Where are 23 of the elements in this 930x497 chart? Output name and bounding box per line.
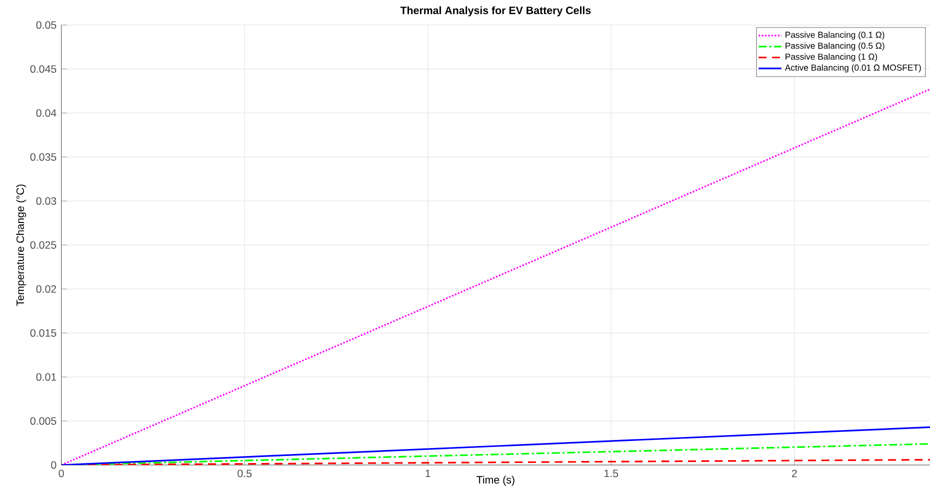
y-tick-label: 0.02 — [36, 285, 56, 293]
x-tick-label: 1 — [426, 470, 430, 478]
legend-label: Passive Balancing (0.1 Ω) — [786, 31, 884, 40]
y-tick-label: 0.01 — [36, 373, 56, 381]
y-tick-label: 0 — [51, 461, 56, 469]
x-tick-label: 1.5 — [604, 470, 618, 478]
y-axis-title: Temperature Change (°C) — [16, 184, 26, 306]
y-tick-label: 0.03 — [36, 197, 56, 205]
legend-label: Passive Balancing (0.5 Ω) — [786, 42, 884, 50]
x-tick-label: 2 — [792, 470, 797, 478]
y-tick-label: 0.015 — [30, 329, 56, 337]
y-tick-label: 0.025 — [30, 241, 56, 249]
y-tick-label: 0.05 — [36, 21, 56, 29]
legend-label: Passive Balancing (1 Ω) — [786, 53, 878, 62]
x-tick-label: 0 — [58, 470, 64, 478]
y-tick-label: 0.04 — [36, 109, 56, 117]
x-axis-title: Time (s) — [476, 476, 514, 486]
y-tick-label: 0.045 — [30, 65, 56, 73]
legend-label: Active Balancing (0.01 Ω MOSFET) — [784, 64, 921, 72]
y-tick-label: 0.035 — [30, 153, 56, 161]
x-tick-label: 0.5 — [238, 470, 252, 478]
chart-title: Thermal Analysis for EV Battery Cells — [400, 6, 591, 16]
y-tick-label: 0.005 — [30, 417, 56, 425]
